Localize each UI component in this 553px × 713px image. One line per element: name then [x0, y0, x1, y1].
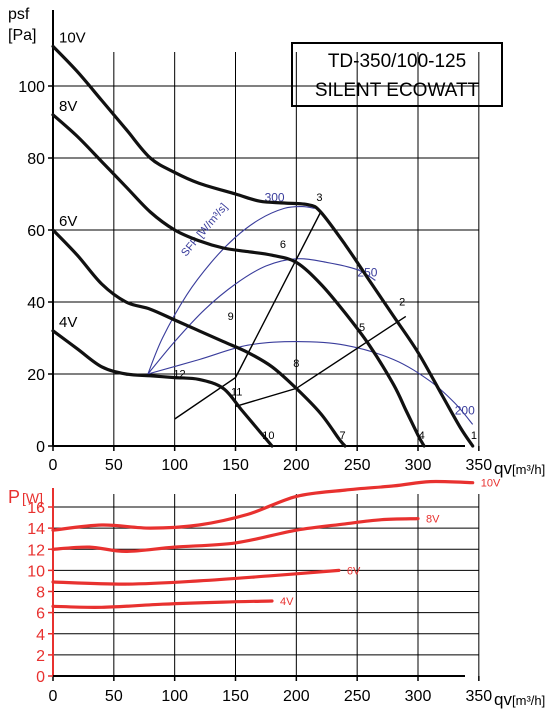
power-y-tick-label-7: 14	[27, 521, 45, 538]
operating-point-6: 6	[280, 239, 286, 251]
sfp-curve-250	[147, 258, 376, 375]
power-y-tick-label-8: 16	[27, 500, 45, 517]
pressure-y-tick-label-2: 40	[27, 295, 45, 312]
power-curve-label-4V: 4V	[280, 596, 294, 608]
power-curves: 10V 8V 6V 4V	[51, 478, 501, 609]
power-grid	[52, 488, 480, 677]
power-x-tick-label-1: 50	[105, 688, 123, 705]
operating-point-4: 4	[419, 430, 425, 442]
pressure-y-tick-label-5: 100	[18, 79, 45, 96]
fan-curve-4V	[51, 329, 274, 448]
power-axis-unit: [W]	[22, 490, 43, 506]
pressure-y-tick-label-0: 0	[36, 439, 45, 456]
power-y-tick-label-6: 12	[27, 542, 45, 559]
pressure-x-tick-label-5: 250	[344, 457, 371, 474]
operating-point-5: 5	[359, 322, 365, 334]
sfp-curve-200	[147, 341, 474, 425]
power-curve-6V	[51, 568, 341, 586]
operating-point-12: 12	[173, 369, 185, 381]
power-x-tick-label-4: 200	[283, 688, 310, 705]
pressure-axis-label: psf	[8, 6, 30, 23]
pressure-ticks: 0 50 100 150 200 250 300 350 0 20 40 60 80 100	[18, 79, 492, 474]
power-y-tick-label-3: 6	[36, 606, 45, 623]
sfp-label-200: 200	[455, 403, 475, 417]
power-curve-label-8V: 8V	[426, 514, 440, 526]
fan-curve-label-10V: 10V	[59, 29, 86, 46]
pressure-x-tick-label-2: 100	[161, 457, 188, 474]
pressure-axis-unit: [Pa]	[8, 27, 36, 44]
fan-curve-label-4V: 4V	[59, 314, 77, 331]
power-y-tick-label-0: 0	[36, 669, 45, 686]
fan-curve-10V	[51, 44, 475, 448]
power-x-tick-label-3: 150	[222, 688, 249, 705]
chart-subtitle: SILENT ECOWATT	[315, 80, 480, 101]
chart-title: TD-350/100-125	[328, 51, 466, 72]
operating-point-7: 7	[340, 430, 346, 442]
system-line-0	[174, 211, 322, 420]
pressure-y-tick-label-3: 60	[27, 223, 45, 240]
operating-point-3: 3	[316, 192, 322, 204]
operating-point-10: 10	[262, 430, 274, 442]
power-curve-label-10V: 10V	[481, 478, 501, 490]
operating-point-8: 8	[293, 358, 299, 370]
power-x-tick-label-0: 0	[49, 688, 58, 705]
flow-axis-label-top: qv	[494, 459, 512, 478]
fan-curve-6V	[51, 228, 347, 448]
power-curve-4V	[51, 599, 274, 609]
title-box	[291, 42, 503, 107]
pressure-x-tick-label-1: 50	[105, 457, 123, 474]
sfp-curve-300	[147, 206, 315, 375]
power-curve-10V	[51, 479, 475, 532]
power-x-tick-label-6: 300	[405, 688, 432, 705]
operating-point-11: 11	[231, 387, 242, 399]
pressure-x-tick-label-6: 300	[405, 457, 432, 474]
pressure-y-tick-label-4: 80	[27, 151, 45, 168]
pressure-x-tick-label-4: 200	[283, 457, 310, 474]
pressure-y-tick-label-1: 20	[27, 367, 45, 384]
pressure-x-tick-label-7: 350	[465, 457, 492, 474]
operating-point-2: 2	[399, 297, 405, 309]
operating-point-1: 1	[471, 430, 477, 442]
power-x-tick-label-7: 350	[465, 688, 492, 705]
power-y-tick-label-5: 10	[27, 563, 45, 580]
power-y-tick-label-2: 4	[36, 627, 45, 644]
flow-axis-unit-bottom: [m³/h]	[512, 693, 545, 708]
operating-point-9: 9	[228, 311, 234, 323]
power-y-tick-label-1: 2	[36, 648, 45, 665]
flow-axis-label-bottom: qv	[494, 690, 512, 709]
power-curve-8V	[51, 517, 420, 554]
fan-curve-label-8V: 8V	[59, 98, 77, 115]
power-axis-label: P	[8, 487, 20, 507]
power-y-tick-label-4: 8	[36, 585, 45, 602]
power-x-tick-label-2: 100	[161, 688, 188, 705]
pressure-x-tick-label-0: 0	[49, 457, 58, 474]
power-x-tick-label-5: 250	[344, 688, 371, 705]
pressure-x-tick-label-3: 150	[222, 457, 249, 474]
fan-curve-8V	[51, 113, 426, 448]
flow-axis-unit-top: [m³/h]	[512, 462, 545, 477]
fan-curve-label-6V: 6V	[59, 213, 77, 230]
power-curve-label-6V: 6V	[347, 565, 361, 577]
power-ticks: 0 50 100 150 200 250 300 350 0 2 4 6 8 10 12 14 16	[27, 500, 492, 705]
